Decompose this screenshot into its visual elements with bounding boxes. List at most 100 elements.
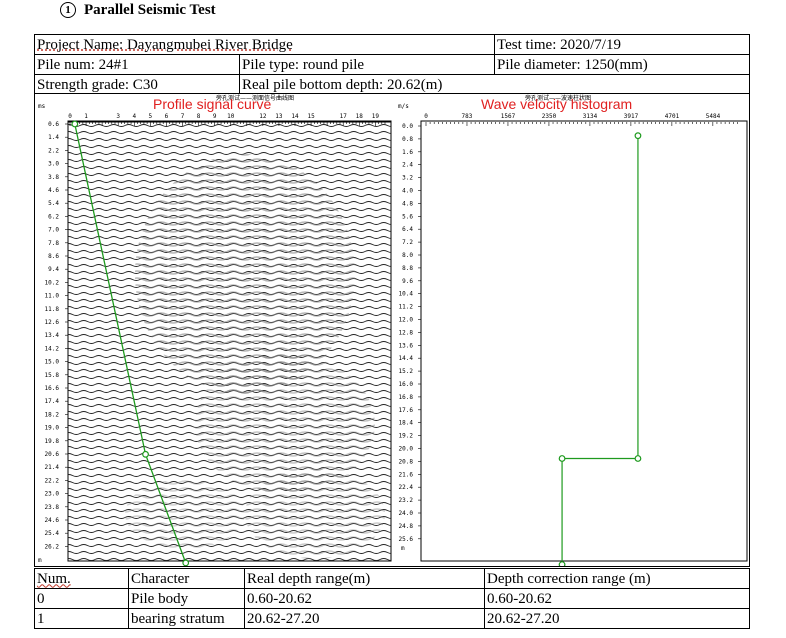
pile-diameter: Pile diameter: 1250(mm) <box>497 56 648 73</box>
left-y-tick-label: 6.2 <box>48 213 59 220</box>
results-header-row: Num. Character Real depth range(m) Depth… <box>34 568 750 589</box>
left-y-tick-label: 23.8 <box>45 504 60 511</box>
left-y-tick-label: 17.4 <box>45 398 60 405</box>
left-y-tick-label: 11.0 <box>45 293 60 300</box>
pile-diameter-cell: Pile diameter: 1250(mm) <box>494 54 750 75</box>
right-y-tick-label: 4.0 <box>402 188 413 195</box>
left-x-tick-label: 13 <box>275 113 283 120</box>
table-row: 1 bearing stratum 20.62-27.20 20.62-27.2… <box>34 608 750 629</box>
left-x-tick-label: 4 <box>132 113 136 120</box>
right-x-tick-label: 3134 <box>583 113 598 120</box>
right-y-tick-label: 24.0 <box>399 510 414 517</box>
pile-num: Pile num: 24#1 <box>37 56 129 73</box>
results-table: Num. Character Real depth range(m) Depth… <box>34 568 750 629</box>
right-y-tick-label: 3.2 <box>402 175 413 182</box>
right-y-tick-label: 19.2 <box>399 433 414 440</box>
left-y-tick-label: 24.6 <box>45 517 60 524</box>
left-y-tick-label: 25.4 <box>45 530 60 537</box>
velocity-point <box>634 132 642 140</box>
right-y-tick-label: 9.6 <box>402 278 413 285</box>
left-unit-top: ms <box>38 103 46 110</box>
section-title: 1 Parallel Seismic Test <box>60 2 216 19</box>
left-x-tick-label: 5 <box>149 113 153 120</box>
left-x-tick-label: 1 <box>84 113 88 120</box>
project-info-table: Project Name: Dayangmubei River Bridge T… <box>34 34 750 95</box>
left-y-tick-label: 7.8 <box>48 240 59 247</box>
right-x-ticks: 0 783 1567 2350 3134 3917 4701 5484 <box>424 113 738 126</box>
left-y-tick-label: 8.6 <box>48 253 59 260</box>
left-y-tick-label: 15.0 <box>45 359 60 366</box>
left-y-tick-label: 26.2 <box>45 543 60 550</box>
row0-corrected-depth: 0.60-20.62 <box>484 588 750 609</box>
left-y-tick-label: 1.4 <box>48 134 59 141</box>
velocity-histogram-chart: m/s m 旁孔测试——波速柱状图 0 783 1567 2350 3134 3917 47… <box>398 94 748 569</box>
left-x-tick-label: 15 <box>307 113 315 120</box>
left-x-tick-label: 12 <box>259 113 267 120</box>
right-y-tick-label: 20.8 <box>399 458 414 465</box>
title-text: Parallel Seismic Test <box>84 2 216 18</box>
real-bottom-depth-cell: Real pile bottom depth: 20.62(m) <box>239 74 750 95</box>
right-x-tick-label: 1567 <box>501 113 516 120</box>
info-row: Project Name: Dayangmubei River Bridge T… <box>34 34 750 55</box>
right-y-tick-label: 25.6 <box>399 536 414 543</box>
left-y-tick-label: 9.4 <box>48 266 59 273</box>
right-y-tick-label: 5.6 <box>402 213 413 220</box>
right-unit-bottom: m <box>401 545 405 552</box>
left-x-tick-label: 10 <box>227 113 235 120</box>
left-y-tick-label: 19.8 <box>45 438 60 445</box>
left-x-tick-label: 17 <box>340 113 348 120</box>
right-y-ticks: 0.0 0.8 1.6 2.4 3.2 4.0 4.8 5.6 6.4 7.2 8.0 8.8 9.6 1… <box>399 123 421 543</box>
left-x-tick-label: 8 <box>197 113 201 120</box>
right-plot-area <box>420 120 748 562</box>
left-y-tick-label: 7.0 <box>48 227 59 234</box>
test-figure: ms m 旁孔测试——测面信号曲线图 0 1 3 4 5 6 7 8 9 10 12 13 14 15 17… <box>34 93 750 569</box>
left-y-tick-label: 16.6 <box>45 385 60 392</box>
right-y-tick-label: 7.2 <box>402 239 413 246</box>
left-y-tick-label: 0.6 <box>48 121 59 128</box>
test-time: Test time: 2020/7/19 <box>497 36 621 53</box>
project-name: Project Name: Dayangmubei River Bridge <box>37 36 293 53</box>
right-x-tick-label: 783 <box>462 113 473 120</box>
left-y-tick-label: 11.8 <box>45 306 60 313</box>
right-y-tick-label: 20.0 <box>399 446 414 453</box>
row1-character: bearing stratum <box>128 608 245 629</box>
pile-type: Pile type: round pile <box>242 56 365 73</box>
right-y-tick-label: 8.8 <box>402 265 413 272</box>
right-x-tick-label: 3917 <box>624 113 639 120</box>
first-arrival-curve <box>71 120 190 567</box>
left-x-tick-label: 19 <box>372 113 380 120</box>
left-x-tick-label: 3 <box>116 113 120 120</box>
left-y-tick-label: 10.2 <box>45 279 60 286</box>
right-y-tick-label: 14.4 <box>399 355 414 362</box>
right-y-tick-label: 0.0 <box>402 123 413 130</box>
row0-character: Pile body <box>128 588 245 609</box>
right-y-tick-label: 24.8 <box>399 523 414 530</box>
right-y-tick-label: 17.6 <box>399 407 414 414</box>
pile-type-cell: Pile type: round pile <box>239 54 495 75</box>
velocity-point <box>558 455 566 462</box>
velocity-point <box>558 561 566 569</box>
velocity-point <box>634 455 642 462</box>
first-arrival-point <box>142 450 149 458</box>
left-unit-bottom: m <box>38 557 42 564</box>
project-name-cell: Project Name: Dayangmubei River Bridge <box>34 34 495 55</box>
header-real-depth: Real depth range(m) <box>244 568 485 589</box>
real-bottom-depth: Real pile bottom depth: 20.62(m) <box>242 76 443 93</box>
right-y-tick-label: 12.8 <box>399 329 414 336</box>
right-y-tick-label: 11.2 <box>399 304 414 311</box>
right-y-tick-label: 0.8 <box>402 136 413 143</box>
pile-num-cell: Pile num: 24#1 <box>34 54 240 75</box>
table-row: 0 Pile body 0.60-20.62 0.60-20.62 <box>34 588 750 609</box>
header-character: Character <box>128 568 245 589</box>
left-y-tick-label: 13.4 <box>45 332 60 339</box>
left-y-tick-label: 21.4 <box>45 464 60 471</box>
left-y-tick-label: 2.2 <box>48 147 59 154</box>
left-x-tick-label: 18 <box>356 113 364 120</box>
right-y-tick-label: 13.6 <box>399 342 414 349</box>
info-row: Strength grade: C30 Real pile bottom dep… <box>34 74 750 95</box>
strength-grade-cell: Strength grade: C30 <box>34 74 240 95</box>
first-arrival-point <box>182 559 190 567</box>
left-y-tick-label: 22.2 <box>45 477 60 484</box>
right-x-tick-label: 0 <box>424 113 428 120</box>
right-y-tick-label: 23.2 <box>399 497 414 504</box>
